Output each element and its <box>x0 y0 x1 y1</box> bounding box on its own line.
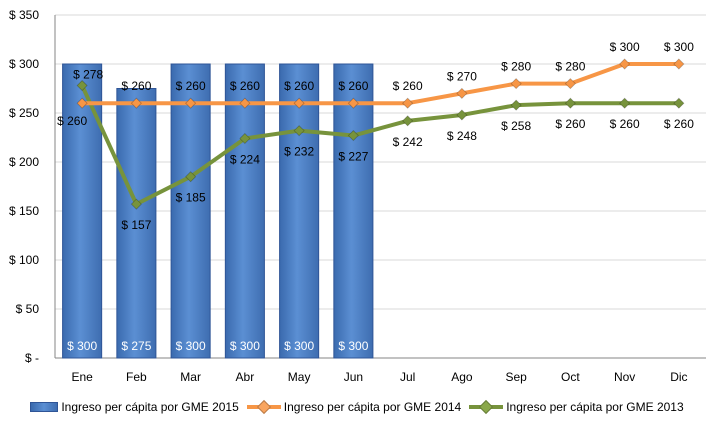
x-tick-label: Nov <box>614 370 635 384</box>
x-tick-label: Abr <box>236 370 255 384</box>
line-data-label-2014: $ 260 <box>176 79 206 93</box>
line-data-label-2013: $ 248 <box>447 129 477 143</box>
marker <box>185 171 197 183</box>
legend-swatch-line-orange <box>246 399 281 415</box>
line-data-label-2014: $ 260 <box>121 79 151 93</box>
line-data-label-2013: $ 224 <box>230 152 260 166</box>
bar-data-label: $ 300 <box>338 339 368 353</box>
x-tick-label: May <box>288 370 311 384</box>
legend-label-2014: Ingreso per cápita por GME 2014 <box>283 400 462 414</box>
marker <box>456 87 468 99</box>
y-tick-label: $ 50 <box>16 302 40 316</box>
legend-swatch-line-green <box>469 399 504 415</box>
marker <box>130 97 142 109</box>
y-tick-label: $ 150 <box>9 204 39 218</box>
marker <box>564 97 576 109</box>
marker <box>673 58 685 70</box>
line-2013 <box>80 84 679 207</box>
line-data-label-2014: $ 280 <box>501 60 531 74</box>
marker <box>456 109 468 121</box>
x-tick-label: Feb <box>126 370 147 384</box>
y-tick-label: $ 200 <box>9 155 39 169</box>
marker <box>619 97 631 109</box>
line-data-label-2014: $ 260 <box>284 79 314 93</box>
line-data-label-2013: $ 260 <box>610 117 640 131</box>
line-data-label-2013: $ 232 <box>284 145 314 159</box>
x-tick-label: Ago <box>451 370 473 384</box>
bar <box>224 63 265 359</box>
line-data-label-2013: $ 260 <box>664 117 694 131</box>
bar-data-label: $ 300 <box>284 339 314 353</box>
bar-data-label: $ 300 <box>230 339 260 353</box>
y-tick-label: $ 250 <box>9 106 39 120</box>
marker <box>402 97 414 109</box>
line-2014 <box>82 62 679 106</box>
marker <box>402 115 414 127</box>
marker <box>293 125 305 137</box>
marker <box>76 79 88 92</box>
marker <box>130 198 142 210</box>
chart-canvas: $ - $ 50 $ 100 $ 150 $ 200 $ 250 $ 300 $ 350 $ … <box>9 8 706 384</box>
y-tick-label: $ - <box>25 351 39 365</box>
x-tick-label: Sep <box>505 370 527 384</box>
bar <box>333 63 374 359</box>
y-tick-label: $ 100 <box>9 253 39 267</box>
line-data-label-2014: $ 280 <box>555 60 585 74</box>
bar <box>116 88 157 359</box>
line-data-label-2014: $ 300 <box>610 40 640 54</box>
line-data-label-2014: $ 300 <box>664 40 694 54</box>
x-tick-label: Oct <box>561 370 580 384</box>
legend-item-2015: Ingreso per cápita por GME 2015 <box>30 400 239 414</box>
legend-label-2015: Ingreso per cápita por GME 2015 <box>61 400 239 414</box>
line-data-label-2013: $ 260 <box>555 117 585 131</box>
legend: Ingreso per cápita por GME 2015 Ingreso … <box>0 396 714 418</box>
marker <box>76 97 88 109</box>
marker <box>564 78 576 90</box>
legend-swatch-bar <box>30 402 59 412</box>
gridlines <box>54 14 706 359</box>
y-tick-label: $ 350 <box>9 8 39 22</box>
line-data-label-2014: $ 260 <box>57 114 87 128</box>
legend-item-2013: Ingreso per cápita por GME 2013 <box>469 399 684 415</box>
line-data-label-2013: $ 185 <box>176 191 206 205</box>
line-data-label-2014: $ 260 <box>393 79 423 93</box>
marker <box>293 97 305 109</box>
x-tick-label: Dic <box>670 370 687 384</box>
data-labels: $ 300 $ 275 $ 300 $ 300 $ 300 $ 300 $ 260 $ 260… <box>57 40 694 353</box>
bar-data-label: $ 275 <box>121 339 151 353</box>
line-data-label-2013: $ 227 <box>338 150 368 164</box>
marker <box>673 97 685 109</box>
legend-label-2013: Ingreso per cápita por GME 2013 <box>506 400 684 414</box>
marker <box>510 78 522 90</box>
line-data-label-2013: $ 157 <box>121 218 151 232</box>
y-axis-ticks: $ - $ 50 $ 100 $ 150 $ 200 $ 250 $ 300 $ 350 <box>9 8 39 365</box>
line-series <box>76 58 685 210</box>
x-tick-label: Ene <box>71 370 93 384</box>
marker <box>239 97 251 109</box>
bar <box>170 63 211 359</box>
bar-data-label: $ 300 <box>176 339 206 353</box>
marker <box>239 132 251 145</box>
legend-item-2014: Ingreso per cápita por GME 2014 <box>246 399 462 415</box>
x-axis-ticks: Ene Feb Mar Abr May Jun Jul Ago Sep Oct Nov Dic <box>71 370 687 384</box>
x-tick-label: Mar <box>180 370 201 384</box>
x-tick-label: Jun <box>344 370 363 384</box>
line-data-label-2014: $ 270 <box>447 69 477 83</box>
marker <box>347 129 359 142</box>
bar-data-label: $ 300 <box>67 339 97 353</box>
marker <box>619 58 631 70</box>
line-data-label-2013: $ 278 <box>73 68 103 82</box>
marker <box>510 99 522 111</box>
line-data-label-2014: $ 260 <box>230 79 260 93</box>
line-data-label-2013: $ 258 <box>501 119 531 133</box>
line-data-label-2013: $ 242 <box>393 135 423 149</box>
y-tick-label: $ 300 <box>9 57 39 71</box>
line-data-label-2014: $ 260 <box>338 79 368 93</box>
bar <box>279 63 320 359</box>
marker <box>347 97 359 109</box>
marker <box>185 97 197 109</box>
x-tick-label: Jul <box>400 370 415 384</box>
